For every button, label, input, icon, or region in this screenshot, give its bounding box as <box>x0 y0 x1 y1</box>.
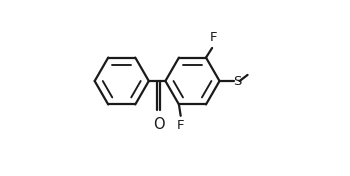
Text: F: F <box>177 119 184 132</box>
Text: S: S <box>233 74 241 87</box>
Text: O: O <box>153 117 164 132</box>
Text: F: F <box>210 32 218 45</box>
